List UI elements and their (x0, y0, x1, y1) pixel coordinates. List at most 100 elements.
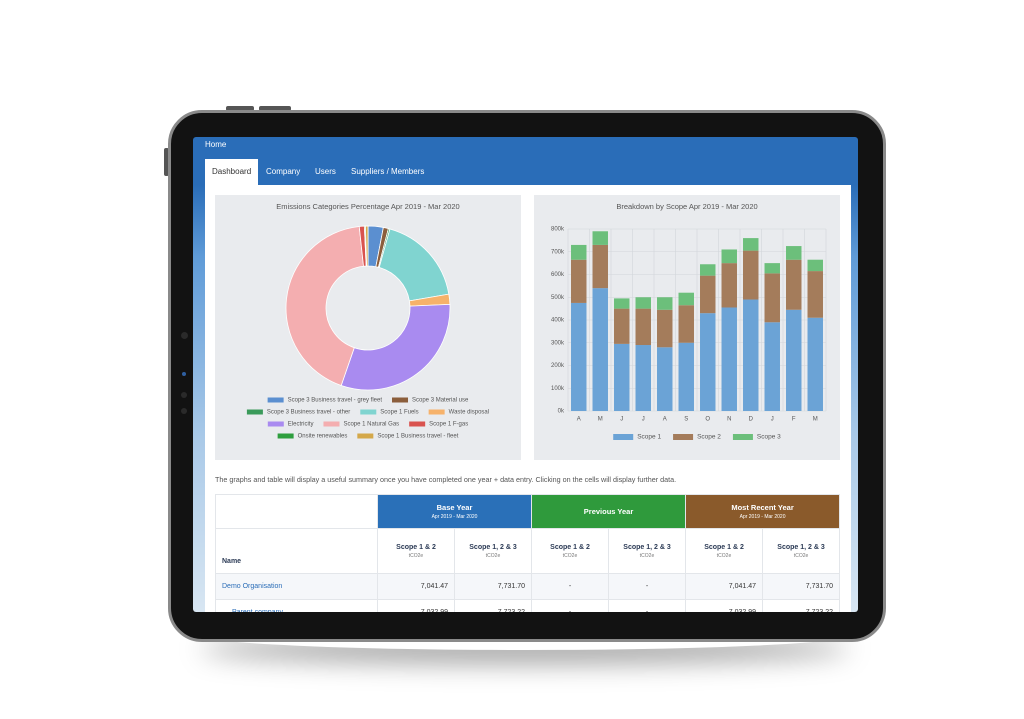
tab[interactable]: Suppliers / Members (351, 167, 425, 176)
legend-swatch (323, 421, 340, 427)
legend-label: Scope 3 (757, 434, 781, 441)
cell[interactable]: - (608, 573, 687, 600)
group-title: Most Recent Year (731, 503, 794, 512)
y-tick-label: 300k (551, 340, 565, 346)
bar-segment (657, 347, 673, 411)
column-header: Scope 1, 2 & 3 tCO2e (608, 528, 687, 574)
note: The graphs and table will display a usef… (215, 475, 677, 484)
bar-panel: Breakdown by Scope Apr 2019 - Mar 2020 0… (534, 195, 840, 460)
bar-segment (743, 238, 759, 251)
table-row[interactable]: Demo Organisation 7,041.47 7,731.70- -7,041… (215, 573, 841, 600)
y-tick-label: 400k (551, 318, 565, 324)
group-subtitle: Apr 2019 - Mar 2020 (431, 514, 478, 520)
group-header: Most Recent Year Apr 2019 - Mar 2020 (685, 494, 841, 529)
column-unit: tCO2e (562, 552, 578, 559)
legend-swatch (267, 421, 284, 427)
legend-swatch (428, 409, 445, 415)
bar-segment (786, 259, 802, 310)
cell[interactable]: 7,032.99 (685, 599, 764, 612)
cell[interactable]: - (608, 599, 687, 612)
cell[interactable]: 7,723.22 (762, 599, 841, 612)
column-header: Scope 1 & 2 tCO2e (377, 528, 455, 574)
table-row[interactable]: Parent company7,032.997,723.22--7,032.99… (215, 599, 841, 612)
y-tick-label: 200k (551, 363, 565, 369)
blank-cell (215, 494, 378, 529)
group-subtitle: Apr 2019 - Mar 2020 (739, 514, 786, 520)
cell[interactable]: 7,731.70 (762, 573, 841, 600)
legend-swatch (246, 409, 263, 415)
summary-table-wrap: Base Year Apr 2019 - Mar 2020 Previous Yea… (215, 494, 841, 612)
breadcrumb[interactable]: Home (205, 140, 227, 149)
column-title: Scope 1 & 2 (396, 543, 436, 551)
cell[interactable]: 7,041.47 (685, 573, 764, 600)
group-title: Previous Year (583, 507, 634, 516)
bar-segment (700, 313, 716, 411)
legend-item: Scope 3 Business travel - grey fleet (267, 397, 382, 404)
legend-item: Scope 1 Fuels (360, 409, 419, 416)
bar-segment (678, 305, 694, 343)
legend-item: Scope 1 (613, 434, 661, 441)
y-tick-label: 800k (551, 227, 565, 233)
bar-segment (614, 298, 630, 309)
column-header: Scope 1 & 2 tCO2e (531, 528, 610, 574)
content: Emissions Categories Percentage Apr 2019… (205, 185, 851, 612)
x-tick-label: A (577, 417, 581, 423)
donut-chart: Emissions Categories Percentage Apr 2019… (246, 202, 489, 440)
tab[interactable]: Dashboard (205, 159, 259, 185)
bar-segment (786, 309, 802, 411)
bar-segment (764, 273, 780, 323)
bar-segment (743, 250, 759, 300)
legend-label: Scope 1 F-gas (429, 422, 468, 428)
bar-segment (635, 308, 651, 346)
sensor (181, 408, 187, 414)
bar-segment (614, 343, 630, 411)
bar-segment (571, 259, 587, 303)
row-name[interactable]: Parent company (215, 599, 378, 612)
legend-swatch (673, 434, 694, 440)
group-header-row: Base Year Apr 2019 - Mar 2020 Previous Yea… (215, 494, 841, 529)
name-header: Name (215, 528, 378, 574)
chart-title: Emissions Categories Percentage Apr 2019… (276, 202, 459, 211)
bar-segment (657, 309, 673, 348)
cell[interactable]: - (531, 573, 610, 600)
bar-segment (700, 275, 716, 314)
bar-segment (571, 302, 587, 411)
legend-label: Scope 1 Business travel - fleet (377, 434, 458, 440)
x-tick-label: M (813, 417, 818, 423)
slice (378, 228, 450, 302)
tab[interactable]: Company (266, 167, 301, 176)
bar-segment (571, 244, 587, 260)
legend-label: Scope 1 (637, 434, 661, 441)
legend-item: Waste disposal (428, 409, 489, 416)
chart-title: Breakdown by Scope Apr 2019 - Mar 2020 (616, 202, 757, 211)
cell[interactable]: - (531, 599, 610, 612)
column-title: Scope 1, 2 & 3 (469, 543, 517, 551)
legend-label: Electricity (288, 422, 314, 428)
legend-swatch (267, 397, 284, 403)
bar-chart: Breakdown by Scope Apr 2019 - Mar 2020 0… (551, 202, 827, 441)
x-tick-label: J (771, 417, 774, 423)
tablet-button (226, 106, 254, 111)
tab[interactable]: Users (315, 167, 336, 176)
legend-swatch (409, 421, 426, 427)
column-header: Scope 1, 2 & 3 tCO2e (453, 528, 533, 574)
bar-segment (635, 345, 651, 411)
column-header: Scope 1 & 2 tCO2e (685, 528, 764, 574)
column-title: Scope 1, 2 & 3 (777, 543, 825, 551)
donut-panel: Emissions Categories Percentage Apr 2019… (215, 195, 521, 460)
bar-segment (721, 263, 737, 308)
legend-item: Scope 3 (732, 434, 781, 441)
cell[interactable]: 7,041.47 (377, 573, 455, 600)
cell[interactable]: 7,723.22 (453, 599, 533, 612)
legend-item: Electricity (267, 421, 314, 428)
legend-swatch (613, 434, 634, 440)
x-tick-label: M (598, 417, 603, 423)
column-title: Scope 1 & 2 (550, 543, 590, 551)
cell[interactable]: 7,032.99 (377, 599, 455, 612)
legend-label: Onsite renewables (298, 434, 348, 440)
slice (365, 225, 369, 267)
row-name[interactable]: Demo Organisation (215, 573, 378, 600)
cell[interactable]: 7,731.70 (453, 573, 533, 600)
bar-segment (764, 322, 780, 411)
